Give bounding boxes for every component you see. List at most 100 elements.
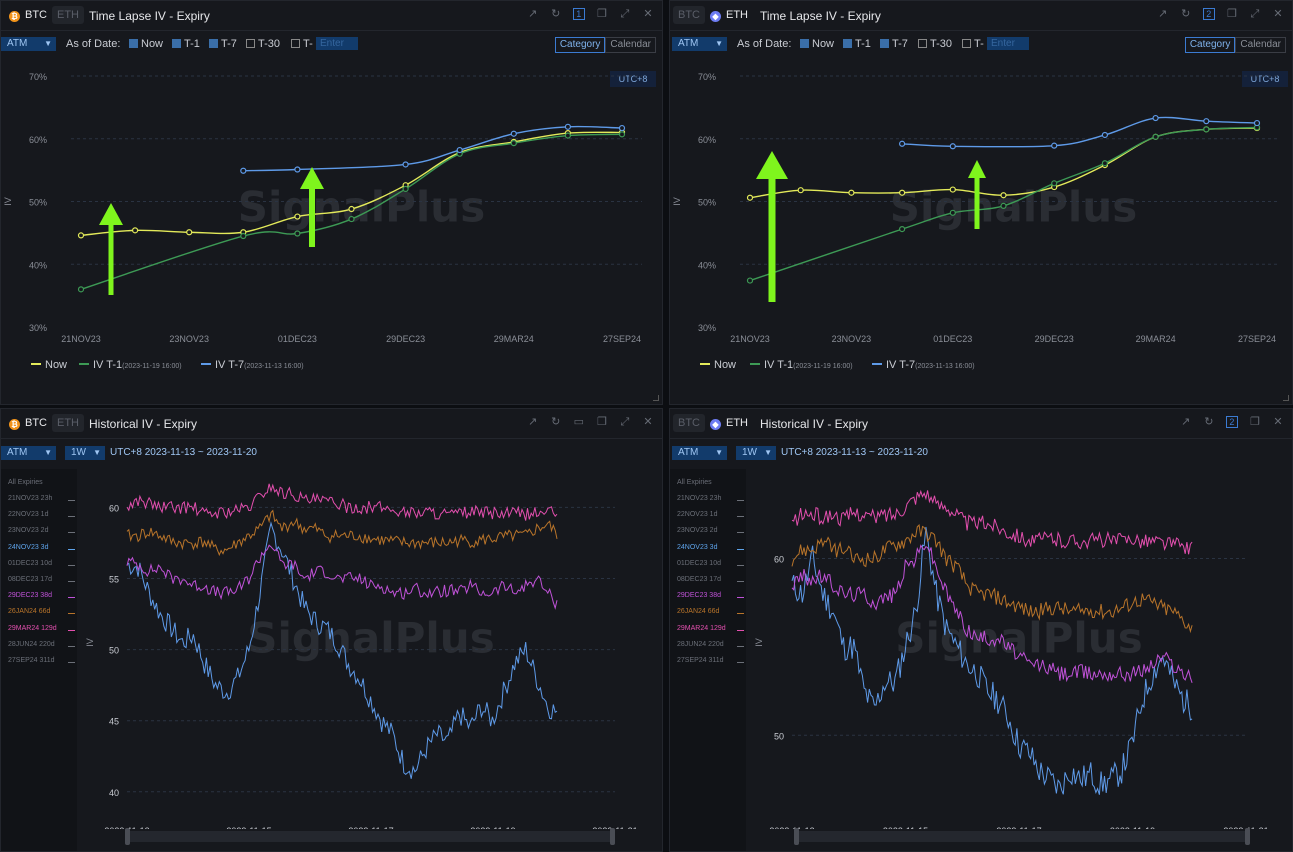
expiry-list-item[interactable]: 29MAR24 129d bbox=[8, 625, 75, 632]
duplicate-icon[interactable]: ❐ bbox=[1226, 8, 1237, 20]
expiry-list-item[interactable]: 08DEC23 17d bbox=[8, 576, 75, 583]
close-icon[interactable]: ✕ bbox=[643, 8, 653, 20]
period-select[interactable]: 1W ▼ bbox=[736, 446, 776, 460]
panel-actions: ↗ ↻ 2 ❐ ✕ bbox=[1172, 416, 1284, 430]
expiry-list-item[interactable]: 01DEC23 10d bbox=[677, 560, 744, 567]
t30-checkbox[interactable]: T-30 bbox=[918, 38, 952, 50]
calendar-option[interactable]: Calendar bbox=[1235, 37, 1286, 53]
duplicate-icon[interactable]: ❐ bbox=[1250, 416, 1260, 428]
data-point bbox=[402, 161, 409, 168]
t-custom-checkbox[interactable]: T- bbox=[962, 38, 984, 50]
expiry-list-item[interactable]: 24NOV23 3d bbox=[677, 544, 744, 551]
t-custom-input[interactable]: Enter bbox=[316, 37, 358, 50]
atm-select[interactable]: ATM ▼ bbox=[672, 446, 727, 460]
panel-number-badge[interactable]: 2 bbox=[1225, 416, 1238, 428]
expiry-list-item[interactable]: 27SEP24 311d bbox=[677, 657, 744, 664]
close-icon[interactable]: ✕ bbox=[1273, 416, 1283, 428]
expiry-list-item[interactable]: 27SEP24 311d bbox=[8, 657, 75, 664]
atm-select[interactable]: ATM ▼ bbox=[1, 37, 56, 51]
legend-t7[interactable]: IV T-7(2023-11-13 16:00) bbox=[201, 359, 304, 371]
legend-now[interactable]: Now bbox=[700, 359, 736, 371]
slider-handle-right[interactable] bbox=[610, 828, 615, 845]
expiry-list-item[interactable]: 26JAN24 66d bbox=[8, 608, 75, 615]
category-option[interactable]: Category bbox=[1184, 37, 1236, 53]
expiry-list-header: All Expiries bbox=[677, 479, 712, 486]
legend-t7[interactable]: IV T-7(2023-11-13 16:00) bbox=[872, 359, 975, 371]
t1-checkbox[interactable]: T-1 bbox=[843, 38, 871, 50]
export-icon[interactable]: ↗ bbox=[528, 416, 538, 428]
expiry-list-item[interactable]: 29MAR24 129d bbox=[677, 625, 744, 632]
checkbox-checked-icon bbox=[843, 39, 852, 48]
expiry-list-item[interactable]: 21NOV23 23h bbox=[677, 495, 744, 502]
duplicate-icon[interactable]: ❐ bbox=[596, 416, 607, 428]
expiry-list-item[interactable]: 26JAN24 66d bbox=[677, 608, 744, 615]
folder-icon[interactable]: ▭ bbox=[573, 416, 585, 428]
slider-handle-right[interactable] bbox=[1245, 828, 1250, 845]
expiry-list-item[interactable]: 23NOV23 2d bbox=[677, 527, 744, 534]
expand-icon[interactable]: ⤢ bbox=[620, 416, 630, 428]
t7-checkbox[interactable]: T-7 bbox=[209, 38, 237, 50]
period-select[interactable]: 1W ▼ bbox=[65, 446, 105, 460]
refresh-icon[interactable]: ↻ bbox=[551, 8, 561, 20]
slider-handle-left[interactable] bbox=[125, 828, 130, 845]
refresh-icon[interactable]: ↻ bbox=[1181, 8, 1191, 20]
close-icon[interactable]: ✕ bbox=[643, 416, 653, 428]
resize-handle[interactable] bbox=[1283, 395, 1289, 401]
eth-toggle[interactable]: ETH bbox=[52, 414, 84, 432]
expiry-list-item[interactable]: 29DEC23 38d bbox=[8, 592, 75, 599]
btc-toggle[interactable]: ₿ BTC bbox=[9, 6, 47, 24]
btc-toggle[interactable]: BTC bbox=[673, 414, 705, 432]
close-icon[interactable]: ✕ bbox=[1273, 8, 1283, 20]
refresh-icon[interactable]: ↻ bbox=[1204, 416, 1214, 428]
btc-toggle[interactable]: ₿ BTC bbox=[9, 414, 47, 432]
expiry-list-item[interactable]: 28JUN24 220d bbox=[677, 641, 744, 648]
eth-toggle[interactable]: ◆ ETH bbox=[710, 414, 748, 432]
export-icon[interactable]: ↗ bbox=[1181, 416, 1191, 428]
expiry-list-item[interactable]: 21NOV23 23h bbox=[8, 495, 75, 502]
btc-toggle[interactable]: BTC bbox=[673, 6, 705, 24]
slider-handle-left[interactable] bbox=[794, 828, 799, 845]
panel-number-badge[interactable]: 1 bbox=[572, 8, 585, 20]
time-range-slider[interactable] bbox=[125, 828, 615, 845]
expiry-list-item[interactable]: 22NOV23 1d bbox=[677, 511, 744, 518]
eth-toggle[interactable]: ◆ ETH bbox=[710, 6, 748, 24]
expand-icon[interactable]: ⤢ bbox=[620, 8, 630, 20]
now-checkbox[interactable]: Now bbox=[800, 38, 834, 50]
t7-checkbox[interactable]: T-7 bbox=[880, 38, 908, 50]
data-point bbox=[1203, 118, 1210, 125]
t1-checkbox[interactable]: T-1 bbox=[172, 38, 200, 50]
export-icon[interactable]: ↗ bbox=[1158, 8, 1168, 20]
panel-number-badge[interactable]: 2 bbox=[1202, 8, 1215, 20]
expiry-list-item[interactable]: 24NOV23 3d bbox=[8, 544, 75, 551]
category-option[interactable]: Category bbox=[554, 37, 606, 53]
expiry-list-item[interactable]: 08DEC23 17d bbox=[677, 576, 744, 583]
resize-handle[interactable] bbox=[653, 395, 659, 401]
duplicate-icon[interactable]: ❐ bbox=[596, 8, 607, 20]
now-checkbox[interactable]: Now bbox=[129, 38, 163, 50]
eth-time-lapse-panel: BTC ◆ ETH Time Lapse IV - Expiry ↗ ↻ 2 ❐ … bbox=[669, 0, 1293, 405]
watermark: SignalPlus bbox=[890, 183, 1137, 232]
t30-checkbox[interactable]: T-30 bbox=[246, 38, 280, 50]
expiry-list-item[interactable]: 29DEC23 38d bbox=[677, 592, 744, 599]
expiry-list-item[interactable]: 22NOV23 1d bbox=[8, 511, 75, 518]
legend-now[interactable]: Now bbox=[31, 359, 67, 371]
legend-t1[interactable]: IV T-1(2023-11-19 16:00) bbox=[79, 359, 182, 371]
expiry-list-item[interactable]: 23NOV23 2d bbox=[8, 527, 75, 534]
time-range-slider[interactable] bbox=[794, 828, 1250, 845]
expiry-list-item[interactable]: 28JUN24 220d bbox=[8, 641, 75, 648]
expand-icon[interactable]: ⤢ bbox=[1250, 8, 1260, 20]
axis-mode-toggle: Category Calendar bbox=[554, 37, 656, 53]
expiry-list-item[interactable]: 01DEC23 10d bbox=[8, 560, 75, 567]
data-point bbox=[1152, 114, 1159, 122]
export-icon[interactable]: ↗ bbox=[528, 8, 538, 20]
atm-select[interactable]: ATM ▼ bbox=[1, 446, 56, 460]
x-tick-label: 27SEP24 bbox=[1238, 334, 1276, 344]
atm-select[interactable]: ATM ▼ bbox=[672, 37, 727, 51]
refresh-icon[interactable]: ↻ bbox=[551, 416, 561, 428]
calendar-option[interactable]: Calendar bbox=[605, 37, 656, 53]
t-custom-checkbox[interactable]: T- bbox=[291, 38, 313, 50]
legend-t1[interactable]: IV T-1(2023-11-19 16:00) bbox=[750, 359, 853, 371]
t-custom-input[interactable]: Enter bbox=[987, 37, 1029, 50]
checkbox-unchecked-icon bbox=[918, 39, 927, 48]
eth-toggle[interactable]: ETH bbox=[52, 6, 84, 24]
